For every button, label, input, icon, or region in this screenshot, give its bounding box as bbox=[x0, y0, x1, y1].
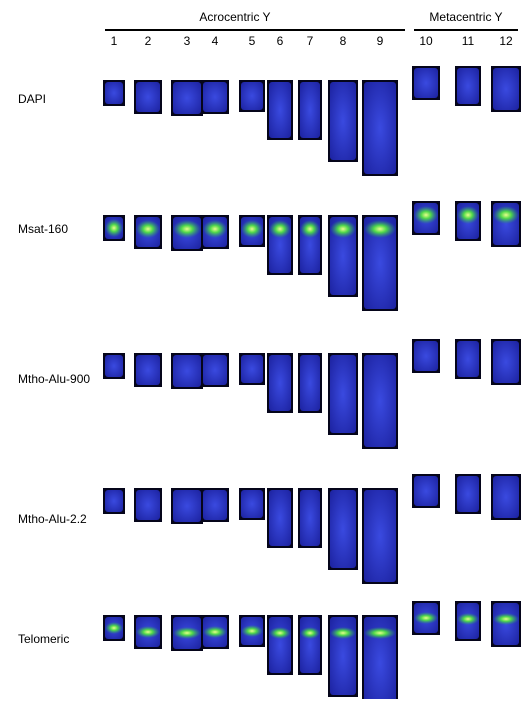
chromosome bbox=[457, 341, 479, 377]
chromosome bbox=[493, 68, 519, 110]
fish-signal bbox=[203, 626, 227, 638]
chromosome bbox=[269, 82, 291, 138]
chromosome bbox=[269, 355, 291, 411]
fish-signal bbox=[203, 220, 227, 238]
chromosome bbox=[136, 82, 160, 112]
group-header: Acrocentric Y bbox=[199, 10, 270, 24]
chromosome bbox=[414, 341, 438, 371]
fish-signal bbox=[364, 627, 396, 639]
figure: Acrocentric Y Metacentric Y 123456789101… bbox=[0, 0, 524, 699]
fish-signal bbox=[241, 625, 263, 637]
fish-signal bbox=[105, 622, 123, 634]
chromosome bbox=[330, 82, 356, 160]
fish-signal bbox=[457, 206, 479, 224]
chromosome bbox=[457, 68, 479, 104]
column-number: 11 bbox=[462, 34, 475, 48]
fish-signal bbox=[269, 627, 291, 639]
fish-signal bbox=[493, 206, 519, 224]
chromosome bbox=[330, 355, 356, 433]
chromosome bbox=[203, 490, 227, 520]
chromosome bbox=[105, 490, 123, 512]
column-number: 1 bbox=[111, 34, 118, 48]
chromosome bbox=[173, 355, 201, 387]
column-number: 6 bbox=[277, 34, 284, 48]
chromosome bbox=[330, 490, 356, 568]
fish-signal bbox=[105, 219, 123, 237]
chromosome bbox=[493, 341, 519, 383]
chromosome bbox=[136, 355, 160, 385]
fish-signal bbox=[493, 613, 519, 625]
column-number: 8 bbox=[340, 34, 347, 48]
chromosome bbox=[414, 68, 438, 98]
chromosome bbox=[105, 82, 123, 104]
chromosome bbox=[105, 355, 123, 377]
group-header: Metacentric Y bbox=[429, 10, 502, 24]
fish-signal bbox=[136, 626, 160, 638]
fish-signal bbox=[414, 206, 438, 224]
chromosome bbox=[173, 82, 201, 114]
chromosome bbox=[300, 82, 320, 138]
row-label: Mtho-Alu-2.2 bbox=[18, 512, 87, 526]
chromosome bbox=[269, 617, 291, 673]
chromosome bbox=[136, 490, 160, 520]
chromosome bbox=[241, 82, 263, 110]
fish-signal bbox=[173, 220, 201, 238]
row-label: Msat-160 bbox=[18, 222, 68, 236]
column-number: 4 bbox=[212, 34, 219, 48]
column-number: 5 bbox=[249, 34, 256, 48]
fish-signal bbox=[330, 220, 356, 238]
chromosome bbox=[457, 476, 479, 512]
fish-signal bbox=[173, 627, 201, 639]
chromosome bbox=[364, 490, 396, 582]
column-number: 3 bbox=[184, 34, 191, 48]
fish-signal bbox=[300, 627, 320, 639]
fish-signal bbox=[330, 627, 356, 639]
row-label: Mtho-Alu-900 bbox=[18, 372, 90, 386]
column-number: 7 bbox=[307, 34, 314, 48]
row-label: Telomeric bbox=[18, 632, 69, 646]
column-number: 2 bbox=[145, 34, 152, 48]
fish-signal bbox=[136, 220, 160, 238]
fish-signal bbox=[241, 220, 263, 238]
chromosome bbox=[203, 355, 227, 385]
column-number: 9 bbox=[377, 34, 384, 48]
fish-signal bbox=[414, 612, 438, 624]
chromosome bbox=[203, 82, 227, 112]
chromosome bbox=[300, 355, 320, 411]
column-number: 10 bbox=[419, 34, 433, 48]
column-number: 12 bbox=[499, 34, 513, 48]
fish-signal bbox=[300, 220, 320, 238]
chromosome bbox=[364, 82, 396, 174]
chromosome bbox=[364, 355, 396, 447]
chromosome bbox=[269, 490, 291, 546]
row-label: DAPI bbox=[18, 92, 46, 106]
fish-signal bbox=[364, 220, 396, 238]
chromosome bbox=[300, 490, 320, 546]
chromosome bbox=[241, 355, 263, 383]
chromosome bbox=[173, 490, 201, 522]
page: Acrocentric Y Metacentric Y 123456789101… bbox=[0, 0, 524, 704]
chromosome bbox=[300, 617, 320, 673]
chromosome bbox=[241, 490, 263, 518]
fish-signal bbox=[269, 220, 291, 238]
chromosome bbox=[493, 476, 519, 518]
chromosome bbox=[414, 476, 438, 506]
fish-signal bbox=[457, 613, 479, 625]
